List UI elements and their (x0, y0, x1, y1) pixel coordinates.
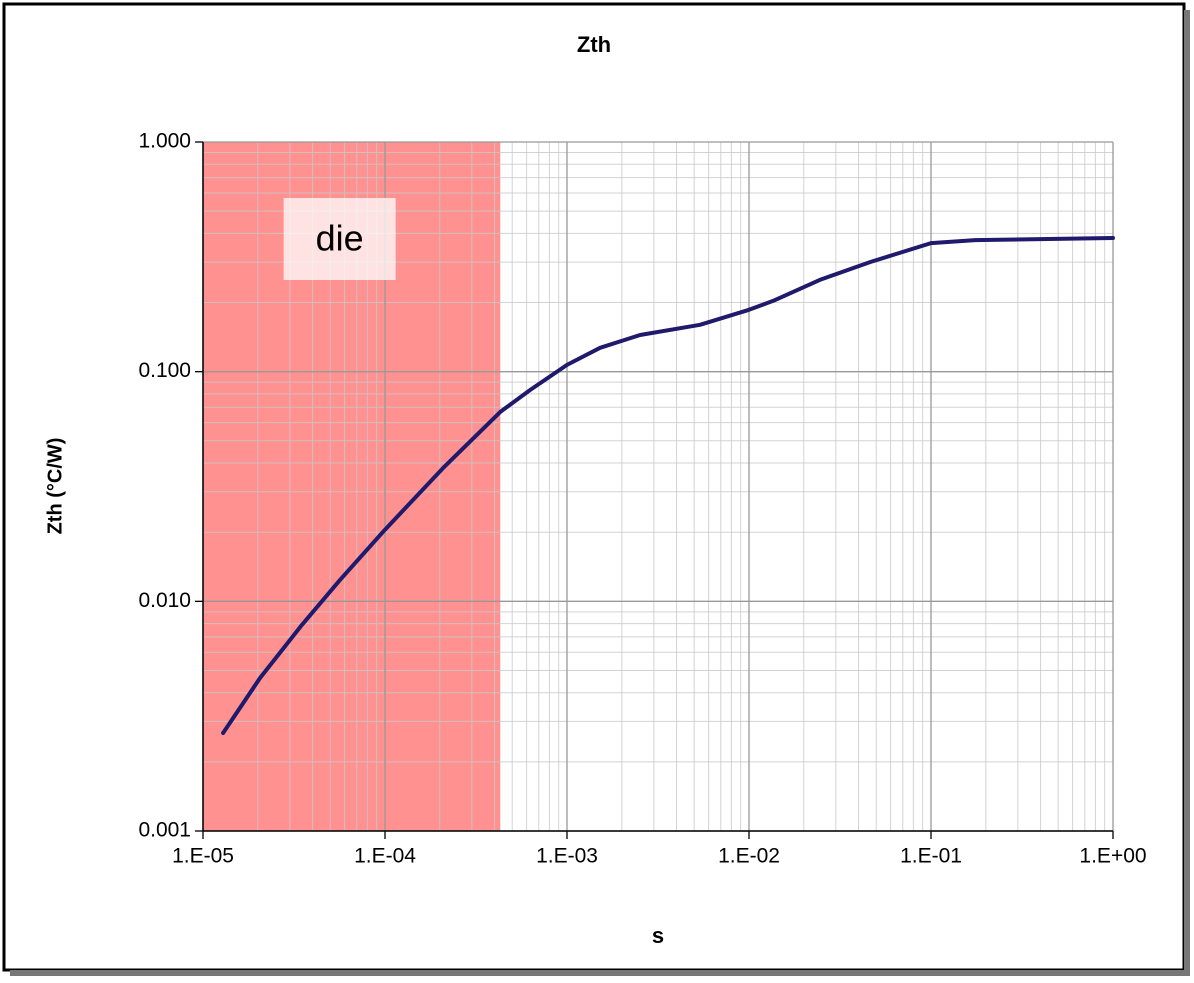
frame-shadow (1184, 10, 1190, 974)
y-tick-label: 1.000 (138, 130, 191, 153)
region-label: die (316, 218, 364, 259)
x-tick-label: 1.E-01 (900, 845, 962, 868)
y-tick-label: 0.010 (138, 589, 191, 612)
y-axis-label: Zth (°C/W) (44, 438, 66, 535)
region-label-box (283, 198, 396, 280)
x-tick-label: 1.E+00 (1079, 845, 1146, 868)
y-tick-label: 0.001 (138, 819, 191, 842)
data-line (221, 236, 1115, 735)
y-tick-label: 0.100 (138, 359, 191, 382)
frame-shadow (10, 970, 1190, 976)
chart-title: Zth (577, 32, 611, 57)
x-tick-label: 1.E-03 (536, 845, 598, 868)
x-tick-label: 1.E-04 (354, 845, 416, 868)
x-tick-label: 1.E-05 (172, 845, 234, 868)
x-tick-label: 1.E-02 (718, 845, 780, 868)
x-axis-label: s (652, 923, 664, 948)
